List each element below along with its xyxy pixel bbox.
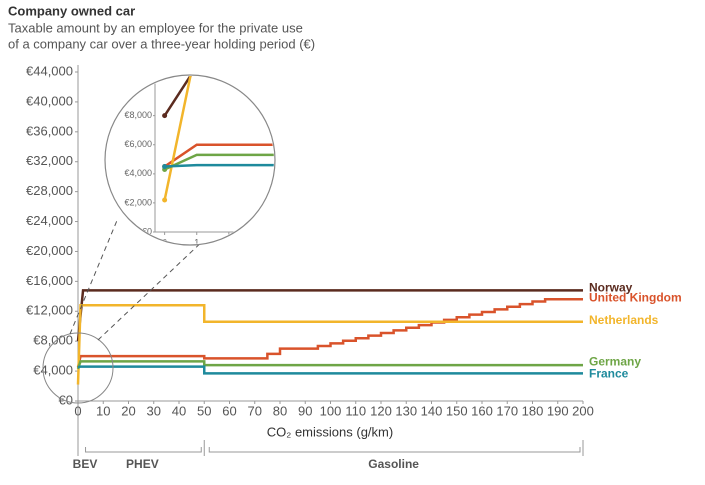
series-point: [162, 113, 168, 119]
x-tick-label: 110: [345, 403, 366, 418]
chart-subtitle: of a company car over a three-year holdi…: [8, 36, 315, 51]
x-tick-label: 100: [320, 403, 342, 418]
y-tick-label: €16,000: [26, 273, 73, 288]
y-tick-label: €36,000: [26, 123, 73, 138]
x-tick-label: 10: [96, 403, 110, 418]
chart-subtitle: Taxable amount by an employee for the pr…: [8, 20, 303, 35]
x-tick-label: 90: [298, 403, 312, 418]
segment-bracket: [208, 447, 581, 453]
x-tick-label: 20: [121, 403, 135, 418]
series-line: [77, 365, 583, 375]
y-tick-label: €12,000: [26, 303, 73, 318]
legend-label: Netherlands: [589, 313, 659, 327]
segment-label: Gasoline: [368, 457, 419, 471]
series-line: [76, 298, 583, 368]
x-tick-label: 120: [370, 403, 392, 418]
segment-bracket: [85, 447, 202, 453]
x-tick-label: 80: [273, 403, 287, 418]
y-tick-label: €4,000: [33, 363, 73, 378]
segment-label: BEV: [73, 457, 98, 471]
y-tick-label: €44,000: [26, 63, 73, 78]
x-tick-label: 150: [446, 403, 468, 418]
zoom-marker: [42, 332, 114, 404]
y-tick-label: €0: [59, 392, 73, 407]
series-line: [76, 304, 583, 385]
series-line: [76, 289, 583, 342]
x-tick-label: 170: [496, 403, 518, 418]
legend-label: United Kingdom: [589, 290, 682, 304]
inset-x-tick-label: 2: [226, 237, 231, 247]
series-line: [163, 76, 274, 201]
y-tick-label: €24,000: [26, 213, 73, 228]
x-tick-label: 140: [421, 403, 443, 418]
x-tick-label: 60: [222, 403, 236, 418]
x-tick-label: 190: [547, 403, 569, 418]
series-line: [164, 153, 274, 171]
x-tick-label: 40: [172, 403, 186, 418]
legend-label: France: [589, 367, 629, 381]
series-point: [162, 197, 168, 203]
inset: €0 €2,000 €4,000 €6,000 €8,000 0 1 2: [124, 76, 274, 247]
inset-x-tick-label: 0: [162, 237, 167, 247]
inset-y-tick-label: €8,000: [124, 110, 152, 120]
plot: €0 €4,000 €8,000 €12,000 €16,000 €20,000 €24,0…: [26, 63, 682, 471]
y-tick-label: €28,000: [26, 183, 73, 198]
x-tick-label: 160: [471, 403, 493, 418]
y-tick-label: €20,000: [26, 243, 73, 258]
legend-label: Norway: [589, 281, 633, 295]
legend-label: Germany: [589, 354, 641, 368]
inset-y-tick-label: €4,000: [124, 168, 152, 178]
x-tick-label: 200: [572, 403, 594, 418]
x-tick-label: 130: [395, 403, 417, 418]
series-line: [164, 163, 274, 180]
x-tick-label: 180: [522, 403, 544, 418]
series-line: [163, 76, 274, 117]
inset-circle: [104, 74, 276, 246]
zoom-connector: [97, 237, 207, 341]
x-tick-label: 50: [197, 403, 211, 418]
y-tick-label: €40,000: [26, 93, 73, 108]
series-point: [162, 164, 168, 170]
inset-y-tick-label: €6,000: [124, 139, 152, 149]
zoom-connector: [69, 217, 119, 335]
segment-label: PHEV: [126, 457, 159, 471]
x-tick-label: 30: [147, 403, 161, 418]
x-tick-label: 70: [248, 403, 262, 418]
chart-title: Company owned car: [8, 3, 135, 18]
inset-y-tick-label: €0: [142, 226, 152, 236]
inset-y-tick-label: €2,000: [124, 197, 152, 207]
inset-x-tick-label: 1: [194, 237, 199, 247]
series-line: [76, 360, 583, 370]
x-axis-label: CO₂ emissions (g/km): [267, 424, 393, 439]
y-tick-label: €32,000: [26, 153, 73, 168]
x-tick-label: 0: [74, 403, 81, 418]
